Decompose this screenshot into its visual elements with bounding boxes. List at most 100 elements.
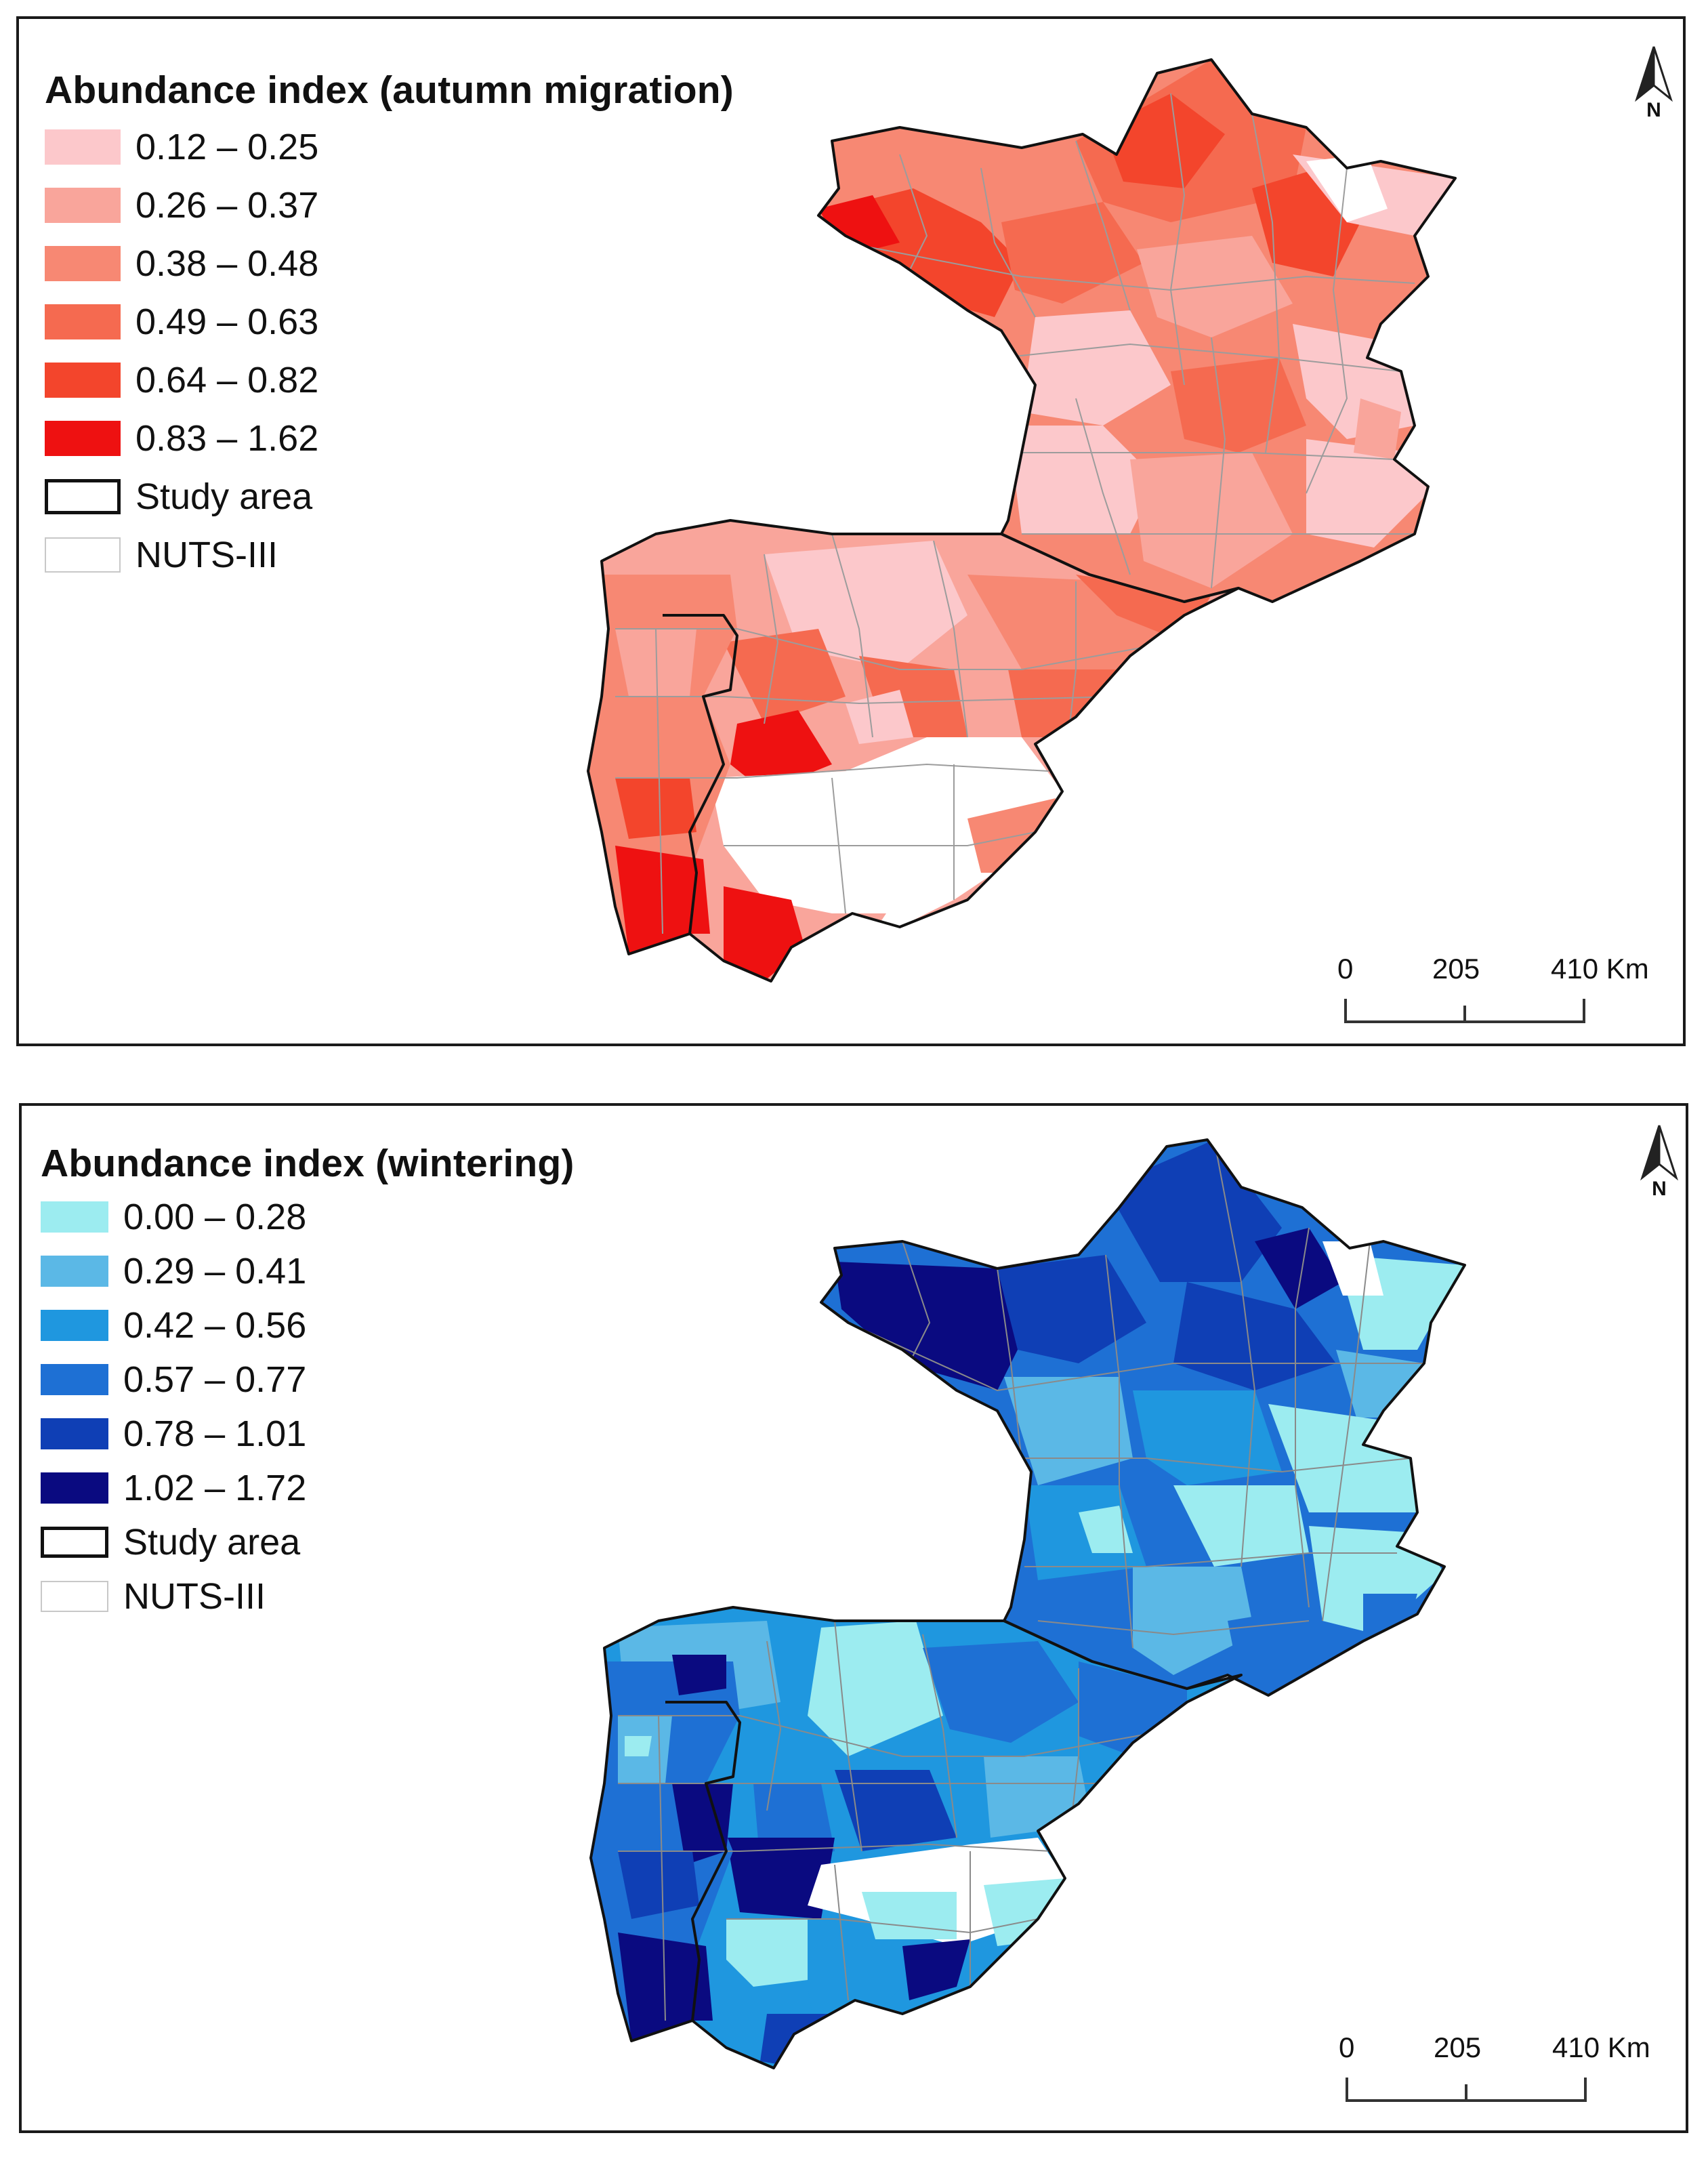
region-class-0.29-0.41 bbox=[1133, 1567, 1255, 1675]
legend-label: 0.42 – 0.56 bbox=[123, 1305, 307, 1346]
region-class-0.83-1.62 bbox=[615, 846, 710, 954]
legend-item-nuts: NUTS-III bbox=[45, 526, 734, 584]
scale-tick bbox=[1344, 999, 1347, 1023]
legend-label: Study area bbox=[136, 476, 313, 517]
legend-item: 0.26 – 0.37 bbox=[45, 176, 734, 234]
region-class-0.00-0.28 bbox=[1173, 1485, 1309, 1567]
region-class-0.12-0.25 bbox=[1306, 439, 1428, 548]
north-arrow-icon: N bbox=[1630, 43, 1678, 131]
scale-tick bbox=[1463, 1006, 1466, 1023]
north-arrow-icon: N bbox=[1636, 1122, 1683, 1210]
region-class-0.26-0.37 bbox=[615, 629, 696, 697]
iberia-regions-wintering bbox=[591, 1607, 1241, 2068]
legend-label: NUTS-III bbox=[136, 535, 278, 575]
legend-item: 0.64 – 0.82 bbox=[45, 351, 734, 409]
scale-label: 205 bbox=[1434, 2031, 1482, 2063]
region-class-1.02-1.72 bbox=[726, 1838, 835, 1919]
region-class-0.12-0.25 bbox=[1022, 310, 1171, 426]
legend-item-nuts: NUTS-III bbox=[41, 1569, 575, 1624]
region-class-0.00-0.28 bbox=[1079, 1506, 1133, 1553]
legend-label: 0.49 – 0.63 bbox=[136, 302, 319, 342]
legend-swatch-study-area bbox=[41, 1527, 108, 1558]
legend-item: 0.29 – 0.41 bbox=[41, 1244, 575, 1298]
legend-item: 0.49 – 0.63 bbox=[45, 293, 734, 351]
region-class-0.29-0.41 bbox=[984, 1756, 1092, 1838]
legend-title: Abundance index (wintering) bbox=[41, 1142, 575, 1185]
legend-label: 1.02 – 1.72 bbox=[123, 1468, 307, 1508]
legend-swatch bbox=[45, 421, 121, 456]
region-class-0.57-0.77 bbox=[923, 1641, 1079, 1743]
scale-label: 205 bbox=[1432, 953, 1480, 985]
legend-item: 0.12 – 0.25 bbox=[45, 118, 734, 176]
scale-bar: 0 205 410 Km bbox=[1339, 2031, 1664, 2126]
choropleth-map-autumn bbox=[587, 58, 1457, 983]
scale-label: 0 bbox=[1339, 2031, 1355, 2063]
legend-swatch bbox=[41, 1256, 108, 1287]
legend-item: 0.83 – 1.62 bbox=[45, 409, 734, 468]
region-class-0.78-1.01 bbox=[618, 1851, 699, 1919]
legend-item: 0.78 – 1.01 bbox=[41, 1407, 575, 1461]
legend-autumn: Abundance index (autumn migration) 0.12 … bbox=[45, 68, 734, 584]
legend-swatch-nuts bbox=[45, 537, 121, 573]
study-area-outline-autumn bbox=[587, 58, 1457, 983]
region-class-0.00-0.28 bbox=[862, 1892, 957, 1939]
scale-bar: 0 205 410 Km bbox=[1337, 953, 1663, 1044]
scale-label: 0 bbox=[1337, 953, 1354, 985]
region-class-0.00-0.28 bbox=[984, 1878, 1065, 1946]
region-class-0.26-0.37 bbox=[1130, 453, 1293, 588]
map-panel-autumn: Abundance index (autumn migration) 0.12 … bbox=[16, 16, 1686, 1046]
legend-swatch-study-area bbox=[45, 479, 121, 514]
scale-label: 410 Km bbox=[1552, 2031, 1650, 2063]
legend-label: 0.12 – 0.25 bbox=[136, 127, 319, 167]
legend-label: Study area bbox=[123, 1522, 301, 1563]
legend-item: 0.57 – 0.77 bbox=[41, 1352, 575, 1407]
legend-item-study-area: Study area bbox=[45, 468, 734, 526]
region-class-0.64-0.82 bbox=[615, 778, 696, 839]
region-class-1.02-1.72 bbox=[618, 1933, 713, 2041]
region-class-0.00-0.28 bbox=[726, 1919, 808, 1987]
legend-swatch bbox=[41, 1364, 108, 1395]
legend-swatch bbox=[45, 246, 121, 281]
legend-label: 0.57 – 0.77 bbox=[123, 1359, 307, 1400]
scale-label: 410 Km bbox=[1551, 953, 1649, 985]
region-class-0.42-0.56 bbox=[1133, 1390, 1282, 1485]
north-label: N bbox=[1646, 99, 1661, 121]
region-class-none bbox=[1306, 154, 1388, 222]
legend-label: 0.64 – 0.82 bbox=[136, 360, 319, 400]
legend-label: 0.29 – 0.41 bbox=[123, 1251, 307, 1292]
legend-swatch bbox=[45, 188, 121, 223]
legend-item: 1.02 – 1.72 bbox=[41, 1461, 575, 1515]
map-panel-wintering: Abundance index (wintering) 0.00 – 0.28 … bbox=[19, 1103, 1688, 2133]
legend-swatch bbox=[45, 129, 121, 165]
legend-item-study-area: Study area bbox=[41, 1515, 575, 1569]
legend-swatch bbox=[41, 1472, 108, 1504]
region-class-1.02-1.72 bbox=[835, 1262, 1024, 1390]
legend-label: 0.26 – 0.37 bbox=[136, 185, 319, 226]
scale-tick bbox=[1584, 2078, 1587, 2102]
legend-swatch bbox=[41, 1418, 108, 1449]
choropleth-map-wintering bbox=[589, 1138, 1466, 2069]
legend-swatch bbox=[41, 1201, 108, 1233]
legend-label: 0.78 – 1.01 bbox=[123, 1413, 307, 1454]
study-area-outline-wintering bbox=[589, 1138, 1466, 2069]
scale-tick bbox=[1465, 2084, 1467, 2102]
region-class-0.26-0.37 bbox=[1137, 236, 1293, 337]
region-class-1.02-1.72 bbox=[1255, 1228, 1343, 1309]
legend-label: 0.38 – 0.48 bbox=[136, 243, 319, 284]
scale-tick bbox=[1346, 2078, 1348, 2102]
legend-label: 0.83 – 1.62 bbox=[136, 418, 319, 459]
region-class-0.83-1.62 bbox=[730, 710, 832, 791]
region-class-0.26-0.37 bbox=[1354, 398, 1401, 459]
legend-item: 0.38 – 0.48 bbox=[45, 234, 734, 293]
legend-swatch bbox=[45, 363, 121, 398]
region-class-0.00-0.28 bbox=[808, 1621, 943, 1756]
legend-swatch bbox=[45, 304, 121, 339]
region-class-0.78-1.01 bbox=[835, 1770, 957, 1851]
north-label: N bbox=[1652, 1178, 1667, 1200]
region-class-none bbox=[710, 737, 1062, 927]
region-class-1.02-1.72 bbox=[672, 1655, 726, 1695]
legend-swatch-nuts bbox=[41, 1581, 108, 1612]
scale-tick bbox=[1583, 999, 1585, 1023]
region-class-0.49-0.63 bbox=[1171, 358, 1306, 453]
legend-swatch bbox=[41, 1310, 108, 1341]
